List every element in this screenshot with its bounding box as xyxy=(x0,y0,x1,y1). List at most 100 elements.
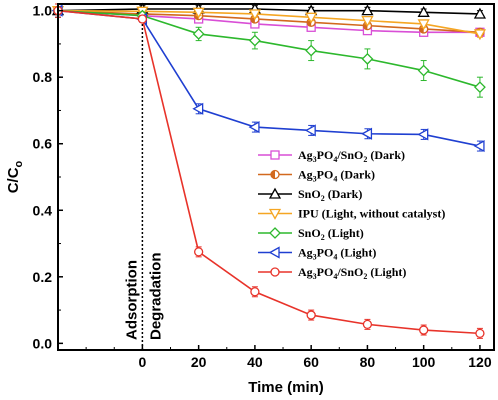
legend-text-part: /SnO xyxy=(336,148,363,162)
series-line xyxy=(57,9,480,335)
marker-diamond xyxy=(269,227,281,239)
marker-circle xyxy=(306,310,316,320)
legend-label: SnO2 (Light) xyxy=(298,226,364,242)
legend-subscript: 2 xyxy=(363,272,367,281)
legend-entry: SnO2 (Light) xyxy=(258,226,364,242)
legend-text-part: Ag xyxy=(298,265,313,279)
legend-text-part: PO xyxy=(317,246,334,260)
legend-entry: Ag3PO4/SnO2 (Dark) xyxy=(258,148,405,164)
marker-triangle-up xyxy=(268,187,282,199)
marker-circle xyxy=(270,267,280,277)
marker-triangle-up xyxy=(417,5,430,17)
series-2 xyxy=(51,2,487,19)
y-axis-label: C/Co xyxy=(5,160,25,193)
marker-triangle-down xyxy=(473,29,487,41)
legend-text-part: Ag xyxy=(298,148,313,162)
series-layer xyxy=(51,2,487,339)
legend-text-part: IPU (Light, without catalyst) xyxy=(298,207,445,221)
legend-text-part: PO xyxy=(317,265,334,279)
legend-label: Ag3PO4/SnO2 (Dark) xyxy=(298,148,405,164)
legend-text-part: Ag xyxy=(298,168,313,182)
x-axis-label: Time (min) xyxy=(248,379,324,396)
legend-entry: Ag3PO4 (Light) xyxy=(258,246,376,262)
series-6 xyxy=(53,3,485,339)
marker-triangle-left xyxy=(268,246,280,259)
marker-triangle-left xyxy=(417,128,429,141)
x-tick-label: 120 xyxy=(468,354,492,370)
x-tick-label: 100 xyxy=(412,354,436,370)
marker-diamond xyxy=(305,44,318,57)
series-line xyxy=(57,9,481,147)
y-tick-label: 1.0 xyxy=(33,3,53,19)
legend-text-part: SnO xyxy=(298,187,321,201)
legend-label: SnO2 (Dark) xyxy=(298,187,362,203)
legend-label: Ag3PO4 (Dark) xyxy=(298,168,375,184)
legend-label: Ag3PO4/SnO2 (Light) xyxy=(298,265,406,281)
legend-subscript: 3 xyxy=(313,253,317,262)
x-tick-label: 20 xyxy=(191,354,207,370)
marker-circle xyxy=(137,14,148,24)
marker-diamond xyxy=(474,81,486,94)
marker-triangle-down xyxy=(417,19,430,31)
legend-entry: Ag3PO4 (Dark) xyxy=(258,168,375,184)
series-line xyxy=(57,9,481,88)
marker-triangle-left xyxy=(304,124,316,137)
series-line xyxy=(57,9,480,34)
legend-text-part: (Dark) xyxy=(325,187,363,201)
marker-circle xyxy=(250,287,260,297)
legend-subscript: 2 xyxy=(321,194,325,203)
legend-subscript: 3 xyxy=(313,175,317,184)
axes-layer: 0 20 40 60 80 100 120 0.0 0.2 0.4 0.6 0.8 1.0 xyxy=(33,3,492,370)
marker-circle xyxy=(475,328,485,339)
marker-diamond xyxy=(417,64,430,77)
legend-subscript: 4 xyxy=(333,272,337,281)
legend-text-part: (Light) xyxy=(337,246,376,260)
marker-halfcircle xyxy=(270,169,280,180)
x-tick-label: 40 xyxy=(247,354,263,370)
marker-diamond xyxy=(361,52,374,65)
legend-entry: SnO2 (Dark) xyxy=(258,187,362,203)
marker-diamond xyxy=(192,28,205,40)
y-tick-label: 0.2 xyxy=(33,269,53,285)
marker-triangle-up xyxy=(361,4,374,16)
legend-text-part: (Light) xyxy=(367,265,406,279)
x-tick-label: 0 xyxy=(138,354,146,370)
marker-triangle-left xyxy=(473,139,485,153)
legend-entry: Ag3PO4/SnO2 (Light) xyxy=(258,265,406,281)
legend-text-part: (Dark) xyxy=(367,148,405,162)
series-line xyxy=(57,8,480,15)
legend-subscript: 4 xyxy=(333,253,337,262)
marker-square xyxy=(270,150,280,160)
marker-triangle-down xyxy=(248,9,262,21)
marker-fill xyxy=(271,170,275,179)
marker-triangle-left xyxy=(192,102,204,115)
legend-subscript: 4 xyxy=(333,155,337,164)
y-tick-label: 0.8 xyxy=(33,69,53,85)
series-line xyxy=(57,9,481,35)
legend-text-part: SnO xyxy=(298,226,321,240)
adsorption-annotation: Adsorption xyxy=(123,260,140,340)
series-5 xyxy=(51,3,485,153)
marker-circle xyxy=(193,247,204,257)
y-tick-label: 0.0 xyxy=(33,335,53,351)
legend-text-part: PO xyxy=(317,148,334,162)
marker-triangle-left xyxy=(361,127,373,140)
marker-circle xyxy=(362,319,373,330)
legend-text-part: (Dark) xyxy=(337,168,375,182)
legend-subscript: 4 xyxy=(333,175,337,184)
legend-label: IPU (Light, without catalyst) xyxy=(298,207,445,221)
y-tick-label: 0.4 xyxy=(33,202,53,218)
legend-subscript: 3 xyxy=(313,272,317,281)
marker-diamond xyxy=(248,34,261,47)
marker-triangle-up xyxy=(473,7,487,19)
legend-subscript: 3 xyxy=(313,155,317,164)
legend-text-part: (Light) xyxy=(325,226,364,240)
marker-triangle-down xyxy=(361,15,374,27)
series-4 xyxy=(52,3,486,98)
legend-text-part: PO xyxy=(317,168,334,182)
legend-label: Ag3PO4 (Light) xyxy=(298,246,376,262)
y-axis-label-sub: o xyxy=(13,160,25,167)
marker-triangle-left xyxy=(248,120,260,134)
legend-subscript: 2 xyxy=(363,155,367,164)
